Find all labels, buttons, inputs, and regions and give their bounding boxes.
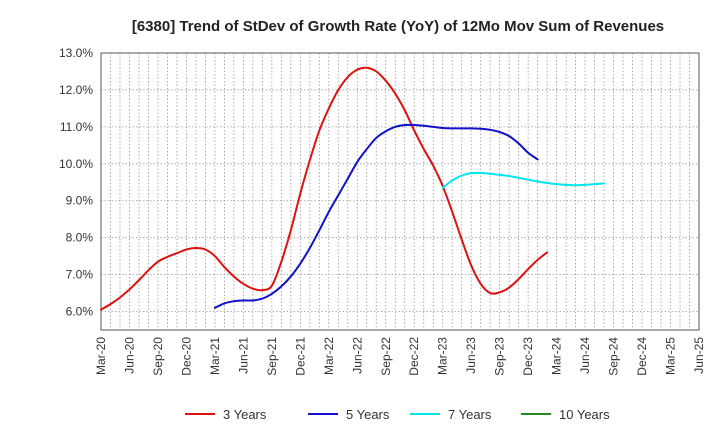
series-line-3-years [100, 66, 549, 311]
plot-frame [100, 52, 700, 331]
x-tick-label: Jun-23 [464, 337, 478, 374]
y-tick-label: 12.0% [59, 83, 93, 97]
x-tick-label: Jun-25 [692, 337, 706, 374]
x-tick-label: Dec-23 [521, 337, 535, 376]
x-tick-label: Sep-22 [379, 337, 393, 376]
x-tick-label: Mar-25 [664, 337, 678, 375]
x-tick-label: Mar-20 [94, 337, 108, 375]
x-tick-label: Jun-21 [236, 337, 250, 374]
y-tick-label: 6.0% [66, 305, 94, 319]
y-tick-label: 9.0% [66, 194, 94, 208]
series-line-5-years [213, 123, 539, 309]
y-tick-label: 10.0% [59, 157, 93, 171]
x-tick-label: Jun-22 [350, 337, 364, 374]
legend-label-10-years: 10 Years [559, 407, 610, 422]
x-tick-label: Sep-24 [607, 337, 621, 376]
x-tick-label: Dec-24 [635, 337, 649, 376]
legend-label-5-years: 5 Years [346, 407, 390, 422]
y-tick-label: 8.0% [66, 231, 94, 245]
series-group [100, 66, 606, 311]
x-tick-label: Sep-23 [493, 337, 507, 376]
x-tick-label: Mar-24 [550, 337, 564, 375]
plot-area [101, 53, 699, 330]
x-tick-label: Dec-21 [293, 337, 307, 376]
chart-title: [6380] Trend of StDev of Growth Rate (Yo… [132, 18, 664, 35]
legend: 3 Years 5 Years 7 Years 10 Years [185, 407, 610, 422]
x-tick-label: Dec-22 [407, 337, 421, 376]
y-tick-label: 13.0% [59, 46, 93, 60]
x-tick-label: Sep-21 [265, 337, 279, 376]
x-tick-label: Dec-20 [179, 337, 193, 376]
x-tick-label: Mar-21 [208, 337, 222, 375]
legend-label-7-years: 7 Years [448, 407, 492, 422]
x-tick-label: Jun-20 [122, 337, 136, 374]
y-tick-label: 7.0% [66, 268, 94, 282]
x-tick-label: Mar-22 [322, 337, 336, 375]
x-tick-label: Sep-20 [151, 337, 165, 376]
grid [101, 52, 699, 330]
series-line-7-years [441, 171, 606, 189]
x-tick-label: Jun-24 [578, 337, 592, 374]
legend-label-3-years: 3 Years [223, 407, 267, 422]
x-tick-label: Mar-23 [436, 337, 450, 375]
axes: 6.0% 7.0% 8.0% 9.0% 10.0% 11.0% 12.0% 13.0% Mar-… [59, 46, 706, 376]
y-tick-label: 11.0% [60, 120, 93, 134]
